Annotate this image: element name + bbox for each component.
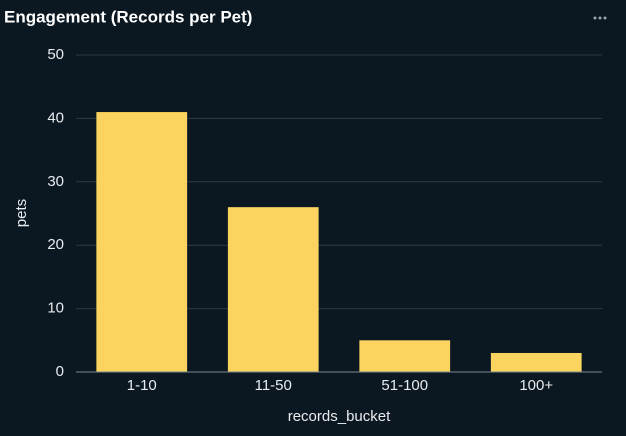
- menu-button[interactable]: [593, 16, 607, 20]
- bar: [227, 207, 319, 372]
- bar: [96, 112, 188, 372]
- y-tick-label: 50: [47, 46, 64, 63]
- x-axis-label: records_bucket: [288, 408, 391, 425]
- menu-dot: [598, 16, 602, 20]
- menu-dot: [593, 16, 597, 20]
- y-tick-label: 20: [47, 236, 64, 253]
- y-tick-label: 30: [47, 173, 64, 190]
- y-tick-label: 10: [47, 300, 64, 317]
- x-tick-label: 1-10: [127, 377, 157, 394]
- x-tick-label: 100+: [519, 377, 553, 394]
- y-axis-label: pets: [13, 199, 30, 227]
- y-tick-label: 40: [47, 109, 64, 126]
- bar: [359, 340, 451, 372]
- x-tick-label: 11-50: [255, 377, 292, 394]
- y-tick-label: 0: [56, 363, 64, 380]
- bar: [490, 352, 582, 372]
- menu-dot: [603, 16, 607, 20]
- chart-title: Engagement (Records per Pet): [4, 7, 252, 26]
- x-tick-label: 51-100: [381, 377, 428, 394]
